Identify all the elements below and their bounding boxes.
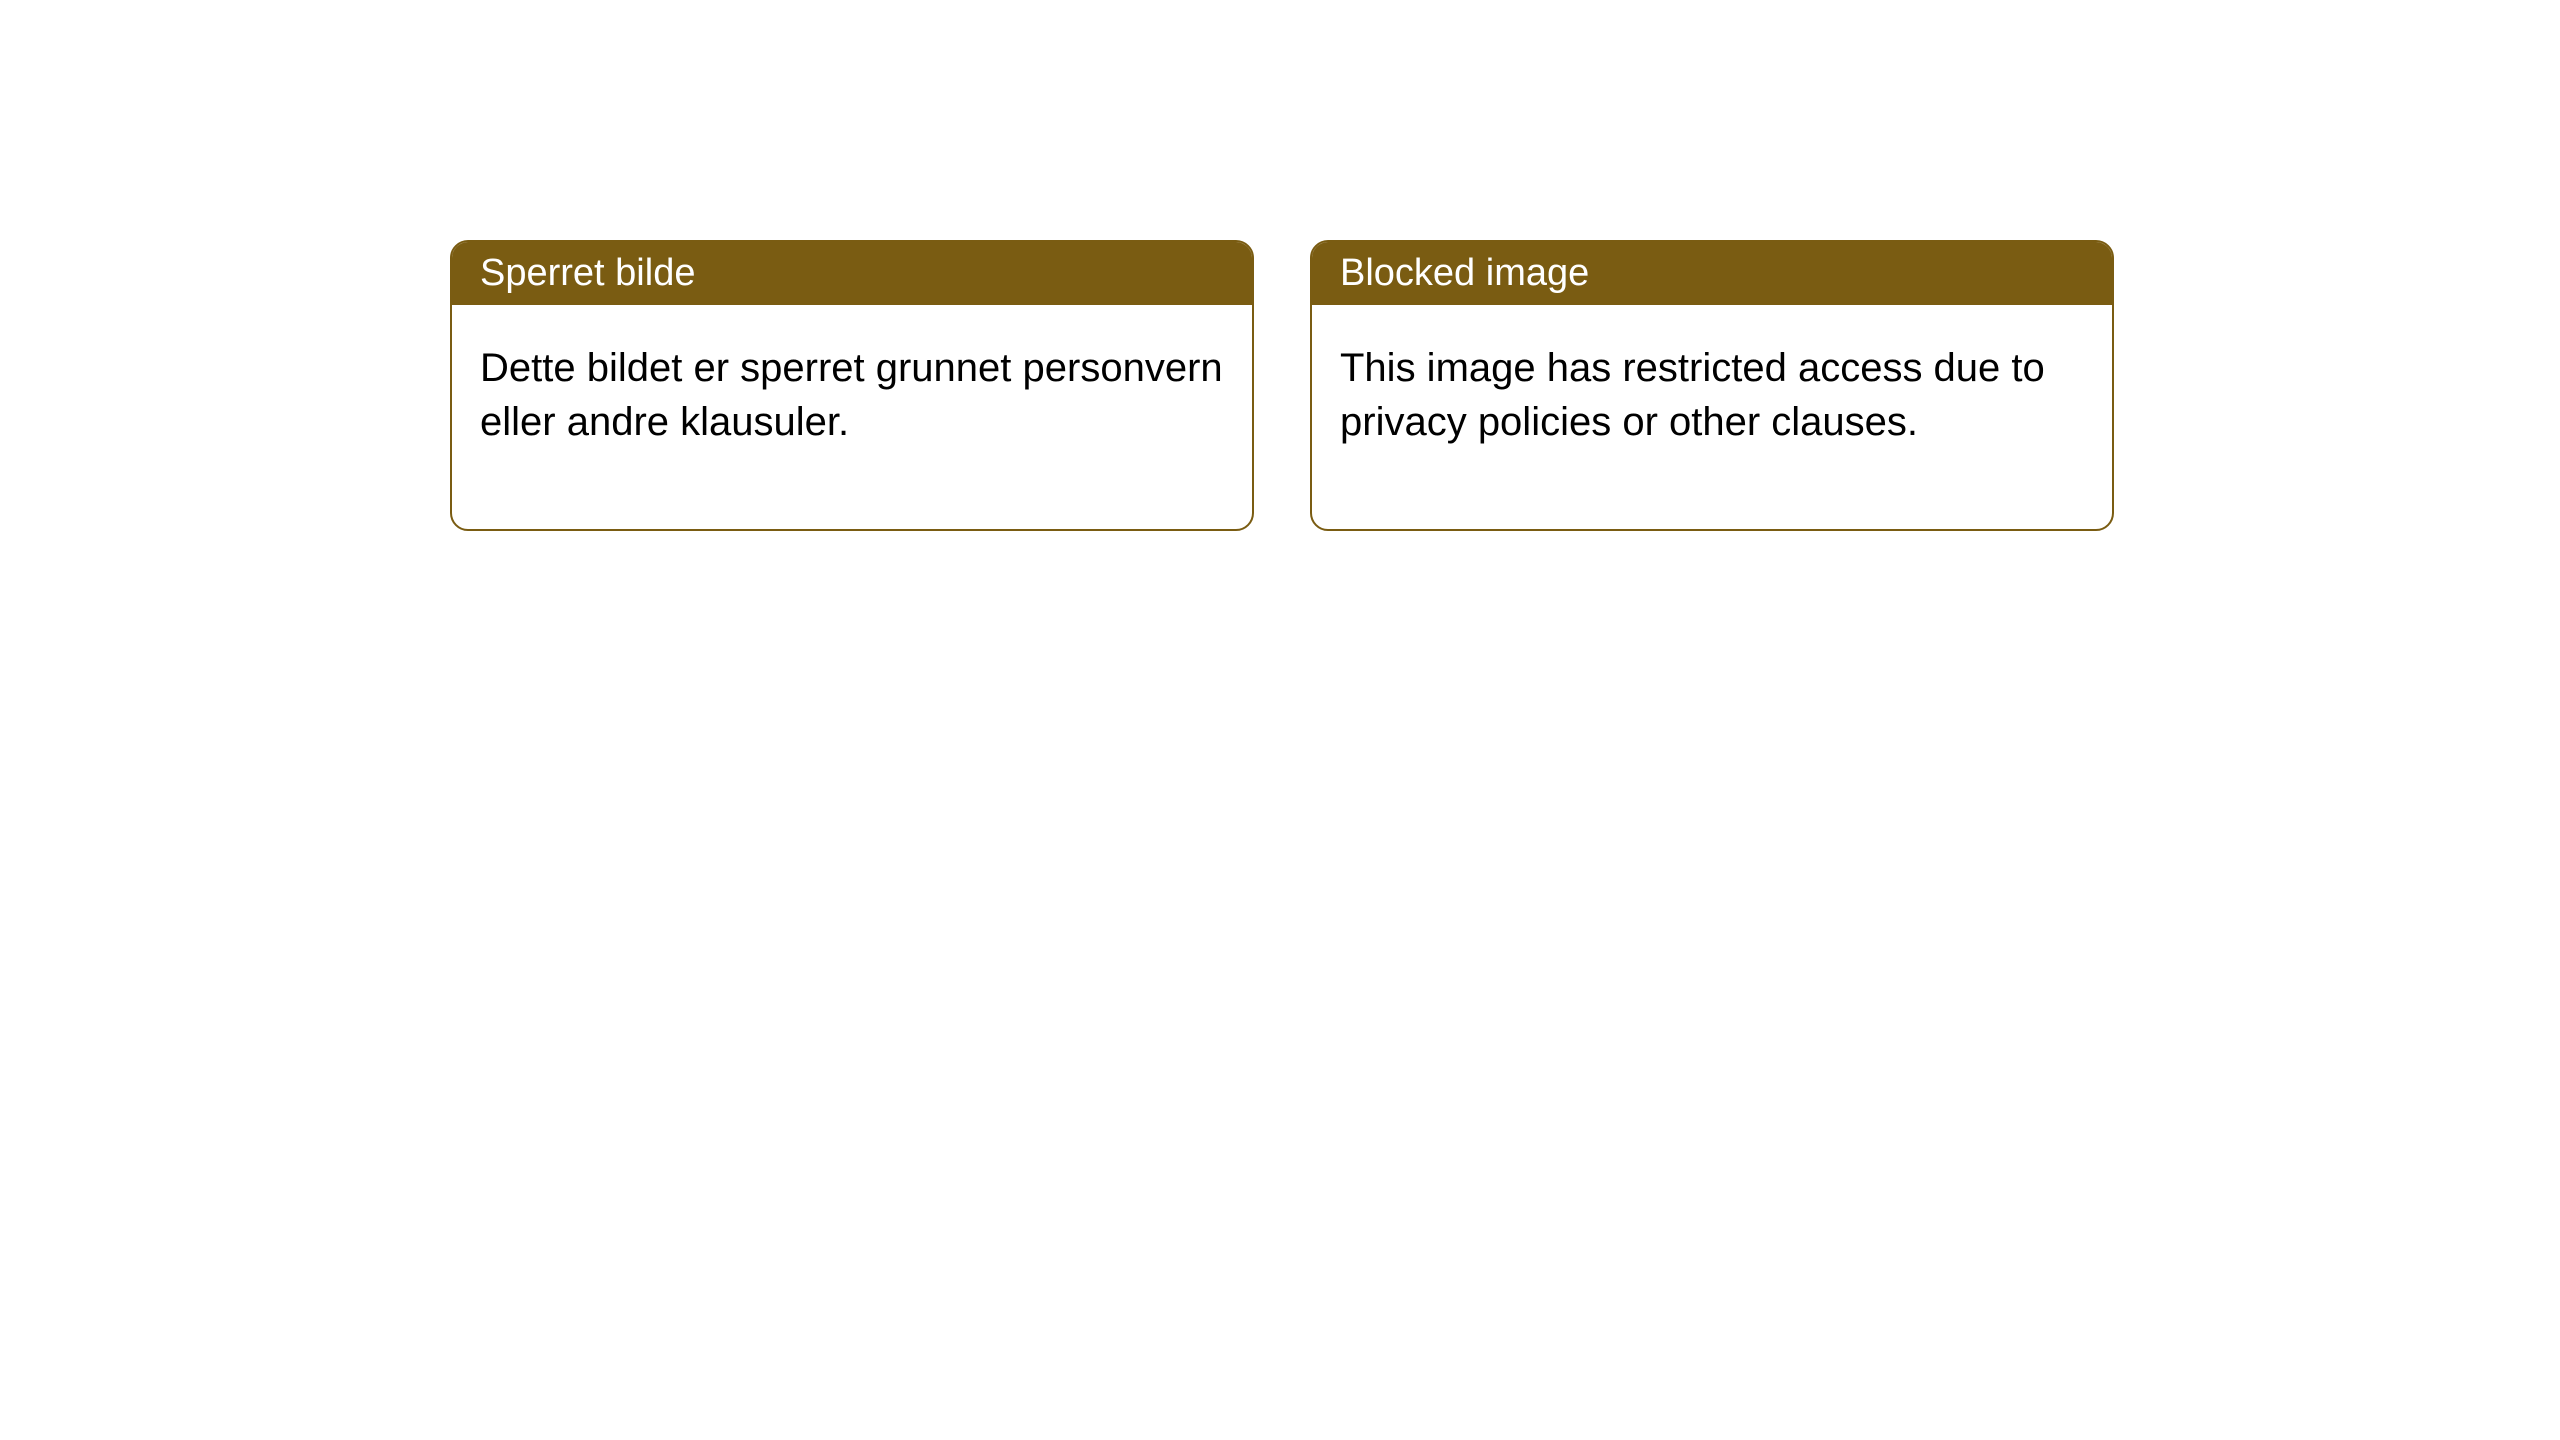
notice-header: Blocked image <box>1312 242 2112 305</box>
notice-text: This image has restricted access due to … <box>1340 346 2045 444</box>
notice-header: Sperret bilde <box>452 242 1252 305</box>
notice-body: This image has restricted access due to … <box>1312 305 2112 529</box>
notice-card-english: Blocked image This image has restricted … <box>1310 240 2114 531</box>
notice-title: Sperret bilde <box>480 252 695 294</box>
notice-title: Blocked image <box>1340 252 1589 294</box>
notice-text: Dette bildet er sperret grunnet personve… <box>480 346 1223 444</box>
notice-cards-container: Sperret bilde Dette bildet er sperret gr… <box>450 240 2114 531</box>
notice-body: Dette bildet er sperret grunnet personve… <box>452 305 1252 529</box>
notice-card-norwegian: Sperret bilde Dette bildet er sperret gr… <box>450 240 1254 531</box>
